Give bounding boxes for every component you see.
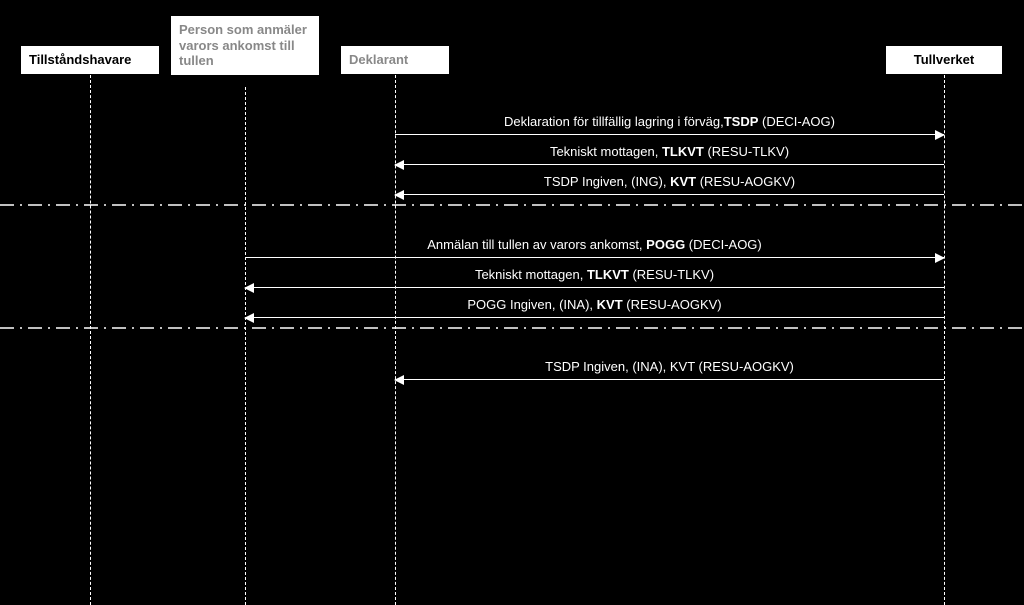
actor-tillstandshavare: Tillståndshavare bbox=[20, 45, 160, 75]
arrow-left-icon bbox=[244, 283, 254, 293]
arrow-left-icon bbox=[394, 375, 404, 385]
message-text-part: Tekniskt mottagen, bbox=[475, 267, 587, 282]
message-text-part: (RESU-TLKV) bbox=[629, 267, 714, 282]
message-arrow: POGG Ingiven, (INA), KVT (RESU-AOGKV) bbox=[245, 298, 944, 318]
message-bold-part: KVT bbox=[670, 174, 696, 189]
divider-1 bbox=[0, 204, 1024, 206]
message-text-part: TSDP Ingiven, (ING), bbox=[544, 174, 670, 189]
message-line bbox=[395, 194, 944, 195]
message-text-part: Tekniskt mottagen, bbox=[550, 144, 662, 159]
message-line bbox=[395, 134, 944, 135]
message-text-part: TSDP Ingiven, (INA), KVT (RESU-AOGKV) bbox=[545, 359, 794, 374]
message-arrow: Anmälan till tullen av varors ankomst, P… bbox=[245, 238, 944, 258]
arrow-left-icon bbox=[394, 190, 404, 200]
message-label: Tekniskt mottagen, TLKVT (RESU-TLKV) bbox=[245, 267, 944, 282]
message-text-part: Deklaration för tillfällig lagring i för… bbox=[504, 114, 724, 129]
message-text-part: (RESU-AOGKV) bbox=[696, 174, 795, 189]
lifeline-tullverket bbox=[944, 75, 945, 605]
lifeline-person bbox=[245, 87, 246, 605]
message-label: POGG Ingiven, (INA), KVT (RESU-AOGKV) bbox=[245, 297, 944, 312]
message-text-part: (RESU-TLKV) bbox=[704, 144, 789, 159]
arrow-right-icon bbox=[935, 130, 945, 140]
message-bold-part: TLKVT bbox=[587, 267, 629, 282]
message-arrow: Tekniskt mottagen, TLKVT (RESU-TLKV) bbox=[395, 145, 944, 165]
message-text-part: (DECI-AOG) bbox=[685, 237, 762, 252]
message-bold-part: TSDP bbox=[724, 114, 759, 129]
message-arrow: Tekniskt mottagen, TLKVT (RESU-TLKV) bbox=[245, 268, 944, 288]
actor-tullverket: Tullverket bbox=[885, 45, 1003, 75]
message-bold-part: POGG bbox=[646, 237, 685, 252]
message-label: Tekniskt mottagen, TLKVT (RESU-TLKV) bbox=[395, 144, 944, 159]
divider-2 bbox=[0, 327, 1024, 329]
message-line bbox=[245, 257, 944, 258]
message-line bbox=[245, 287, 944, 288]
actor-label: Tullverket bbox=[914, 52, 974, 68]
message-bold-part: TLKVT bbox=[662, 144, 704, 159]
actor-label: Person som anmäler varors ankomst till t… bbox=[179, 22, 307, 68]
message-label: Anmälan till tullen av varors ankomst, P… bbox=[245, 237, 944, 252]
message-line bbox=[395, 164, 944, 165]
message-text-part: Anmälan till tullen av varors ankomst, bbox=[427, 237, 646, 252]
message-bold-part: KVT bbox=[597, 297, 623, 312]
actor-person: Person som anmäler varors ankomst till t… bbox=[170, 15, 320, 76]
message-text-part: POGG Ingiven, (INA), bbox=[467, 297, 596, 312]
arrow-left-icon bbox=[244, 313, 254, 323]
message-arrow: Deklaration för tillfällig lagring i för… bbox=[395, 115, 944, 135]
actor-label: Tillståndshavare bbox=[29, 52, 131, 68]
message-line bbox=[395, 379, 944, 380]
message-label: Deklaration för tillfällig lagring i för… bbox=[395, 114, 944, 129]
arrow-right-icon bbox=[935, 253, 945, 263]
message-label: TSDP Ingiven, (INA), KVT (RESU-AOGKV) bbox=[395, 359, 944, 374]
message-label: TSDP Ingiven, (ING), KVT (RESU-AOGKV) bbox=[395, 174, 944, 189]
message-arrow: TSDP Ingiven, (ING), KVT (RESU-AOGKV) bbox=[395, 175, 944, 195]
actor-label: Deklarant bbox=[349, 52, 408, 68]
message-line bbox=[245, 317, 944, 318]
arrow-left-icon bbox=[394, 160, 404, 170]
message-arrow: TSDP Ingiven, (INA), KVT (RESU-AOGKV) bbox=[395, 360, 944, 380]
message-text-part: (DECI-AOG) bbox=[758, 114, 835, 129]
actor-deklarant: Deklarant bbox=[340, 45, 450, 75]
lifeline-tillstandshavare bbox=[90, 75, 91, 605]
message-text-part: (RESU-AOGKV) bbox=[623, 297, 722, 312]
